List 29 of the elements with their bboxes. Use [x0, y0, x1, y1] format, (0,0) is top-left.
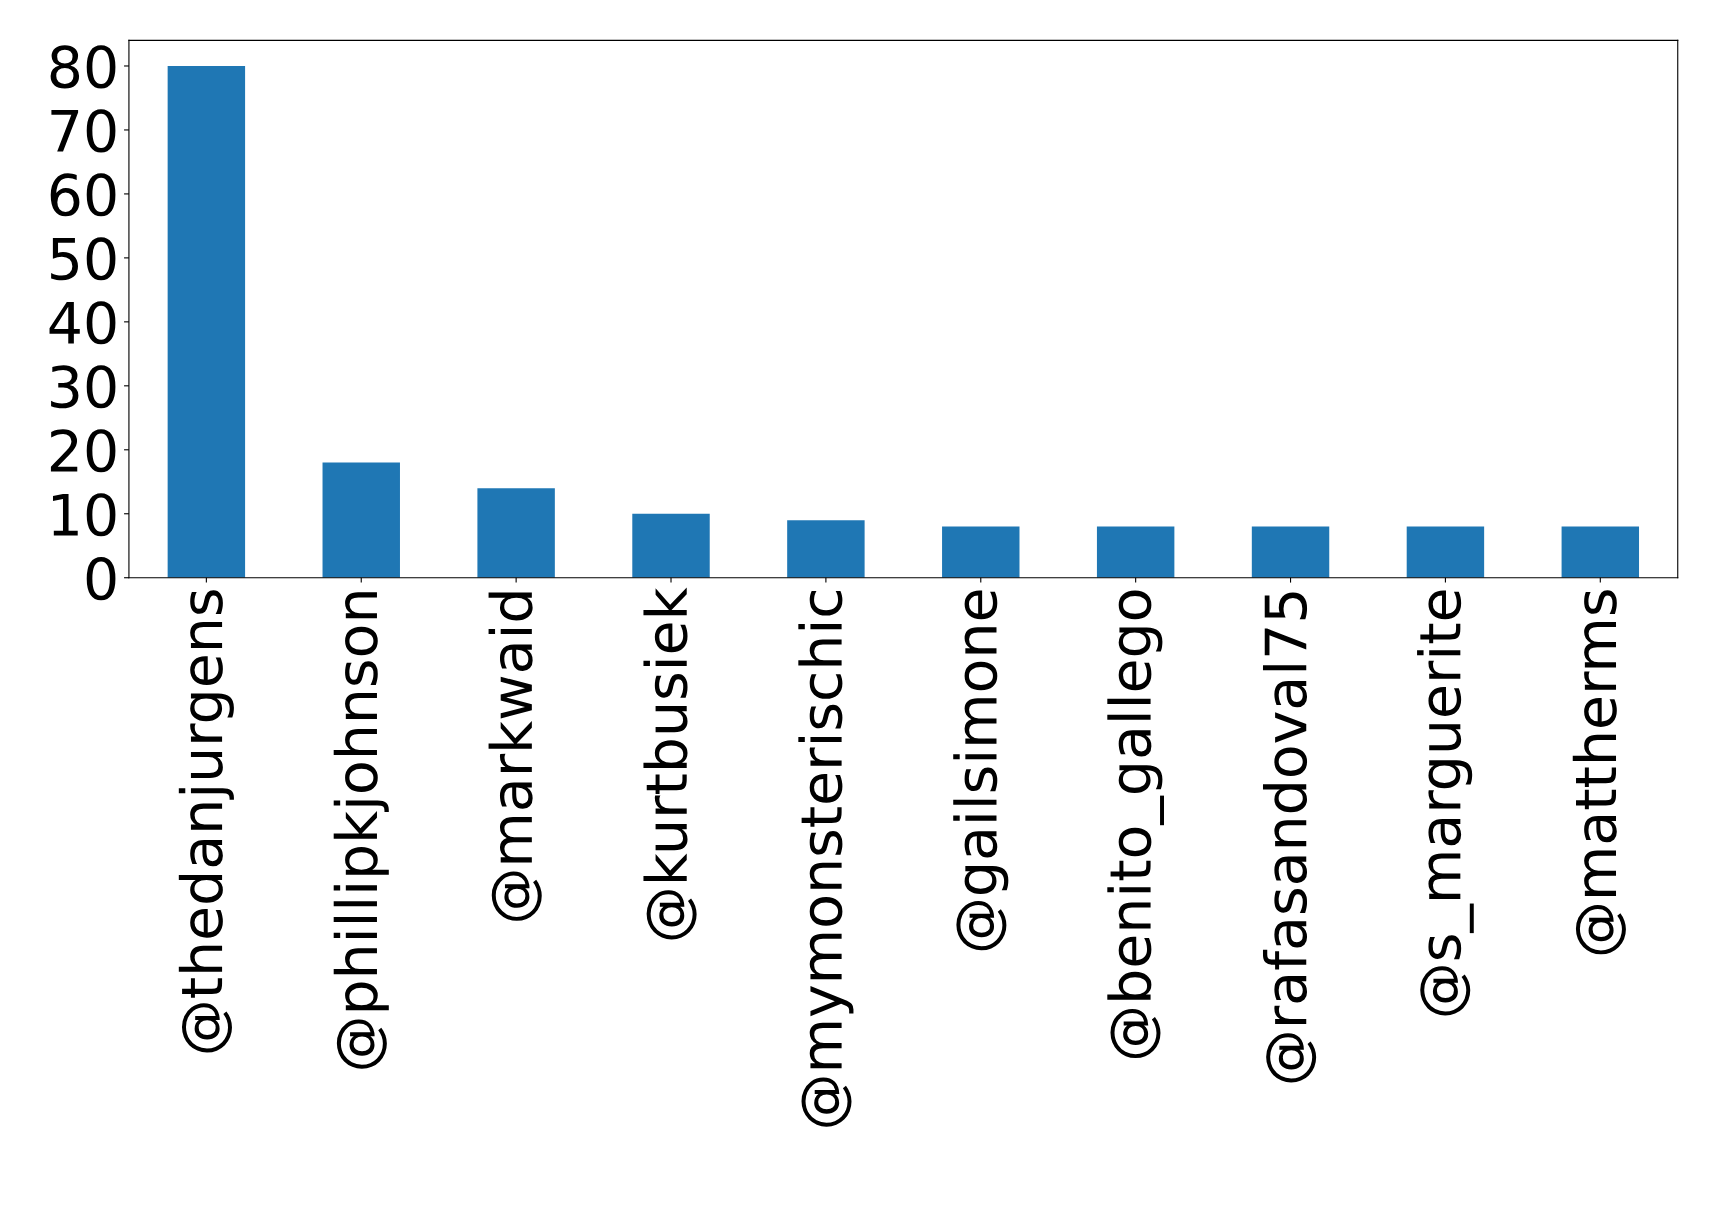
x-tick-label: @benito_gallego — [1107, 590, 1165, 1059]
bar — [1251, 526, 1330, 578]
bar — [477, 488, 555, 578]
bar — [1561, 526, 1640, 578]
y-tick-label: 80 — [50, 45, 116, 89]
x-tick-label: @rafasandoval75 — [1262, 592, 1317, 1083]
x-tick-label: @phillipkjohnson — [333, 592, 389, 1069]
bar — [942, 526, 1020, 578]
y-tick-label: 50 — [51, 237, 116, 281]
x-tick-label: @gailsimone — [953, 590, 1009, 951]
x-tick-label: @mymonsterischic — [798, 590, 854, 1127]
bar — [632, 513, 710, 578]
bar — [167, 65, 246, 578]
y-tick-label: 40 — [49, 301, 116, 345]
x-tick-label: @thedanjurgens — [178, 590, 234, 1053]
x-tick-label: @s_marguerite — [1417, 590, 1474, 1016]
y-tick-label: 20 — [50, 429, 116, 473]
y-tick-label: 60 — [50, 173, 116, 217]
x-tick-label: @kurtbusiek — [643, 587, 697, 940]
x-tick-label: @mattherms — [1572, 590, 1626, 955]
bar — [1406, 526, 1485, 578]
bar — [787, 520, 865, 578]
y-tick-label: 10 — [53, 493, 116, 537]
y-tick-label: 30 — [51, 365, 116, 409]
y-tick-label: 0 — [86, 557, 116, 601]
bar — [322, 462, 400, 578]
y-tick-label: 70 — [51, 109, 116, 153]
x-tick-label: @markwaid — [488, 592, 542, 921]
bar — [1096, 526, 1175, 578]
